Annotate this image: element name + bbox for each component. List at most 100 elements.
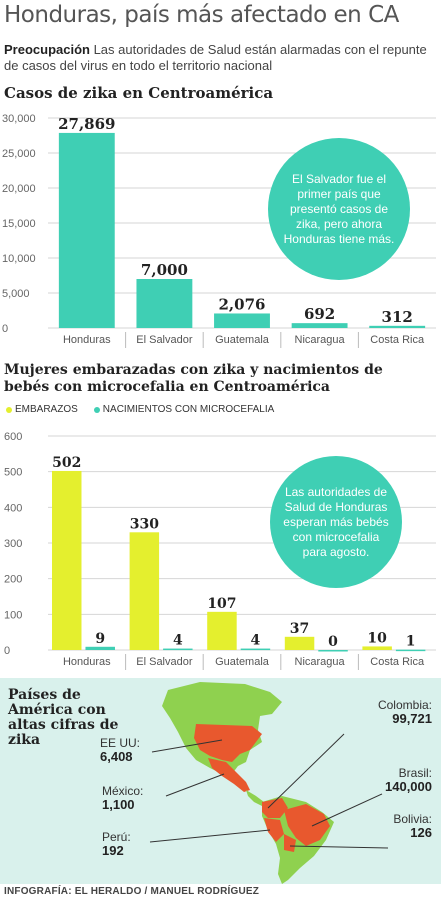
map-label-colombia: Colombia: 99,721 bbox=[352, 698, 432, 726]
chart1-value-label: 692 bbox=[304, 305, 335, 323]
map-label-bolivia-value: 126 bbox=[410, 825, 432, 840]
chart1-category-label: Nicaragua bbox=[295, 334, 346, 346]
leader-line-colombia bbox=[267, 733, 345, 809]
chart2-value-label: 4 bbox=[173, 633, 183, 649]
chart2-ytick-label: 400 bbox=[4, 502, 22, 514]
chart1-ytick-label: 5,000 bbox=[2, 288, 30, 300]
map-label-eeuu: EE UU: 6,408 bbox=[100, 736, 140, 764]
chart1-category-label: Costa Rica bbox=[370, 334, 425, 346]
legend-label-microcefalia: NACIMIENTOS CON MICROCEFALIA bbox=[102, 404, 275, 415]
chart2-title: Mujeres embarazadas con zika y nacimient… bbox=[4, 362, 383, 395]
legend-item-microcefalia: NACIMIENTOS CON MICROCEFALIA bbox=[93, 404, 275, 415]
chart2-ytick-label: 300 bbox=[4, 538, 22, 550]
leader-line-peru bbox=[149, 829, 271, 843]
chart1-ytick-label: 15,000 bbox=[2, 218, 36, 230]
peru-shape bbox=[264, 818, 284, 842]
chart2-category-label: Honduras bbox=[63, 656, 111, 668]
chart2-ytick-label: 0 bbox=[4, 645, 10, 657]
colombia-shape bbox=[262, 798, 288, 818]
chart1-value-label: 7,000 bbox=[141, 261, 188, 279]
legend-label-embarazos: EMBARAZOS bbox=[15, 404, 78, 415]
mexico-shape bbox=[208, 758, 250, 792]
leader-line-bolivia bbox=[289, 845, 389, 849]
chart1-ytick-label: 10,000 bbox=[2, 253, 36, 265]
chart2-category-label: Nicaragua bbox=[295, 656, 346, 668]
chart2-annotation-bubble: Las autoridades de Salud de Honduras esp… bbox=[270, 456, 402, 588]
chart2-category-label: El Salvador bbox=[136, 656, 193, 668]
map-label-colombia-name: Colombia: bbox=[377, 698, 432, 712]
chart2-category-label: Costa Rica bbox=[370, 656, 425, 668]
map-label-brasil-name: Brasil: bbox=[398, 766, 432, 780]
chart2-bar-nacimientos-con-microcefalia-costa-rica bbox=[395, 649, 426, 652]
chart1-value-label: 2,076 bbox=[219, 295, 266, 313]
chart1-value-label: 312 bbox=[382, 308, 413, 326]
chart2-bar-embarazos-costa-rica bbox=[362, 646, 392, 650]
chart2-bar-embarazos-nicaragua bbox=[284, 636, 315, 650]
chart2-value-label: 37 bbox=[290, 621, 309, 637]
map-label-mexico: México: 1,100 bbox=[102, 784, 143, 812]
chart1-bar-guatemala bbox=[214, 313, 270, 328]
map-label-bolivia-name: Bolivia: bbox=[393, 812, 432, 826]
map-label-eeuu-name: EE UU: bbox=[100, 736, 141, 750]
chart1-bar-honduras bbox=[58, 132, 115, 328]
chart1-ytick-label: 25,000 bbox=[2, 148, 36, 160]
chart1-category-label: Guatemala bbox=[215, 334, 270, 346]
legend-swatch-microcefalia bbox=[93, 406, 100, 413]
chart1-ytick-label: 0 bbox=[2, 323, 8, 335]
chart2-bar-nacimientos-con-microcefalia-guatemala bbox=[240, 648, 271, 651]
usa-shape bbox=[194, 724, 262, 762]
chart2-bar-embarazos-honduras bbox=[52, 470, 82, 650]
americas-map bbox=[149, 682, 389, 884]
chart2-value-label: 9 bbox=[95, 631, 105, 647]
chart2-value-label: 330 bbox=[130, 516, 159, 532]
credit: INFOGRAFÍA: EL HERALDO / MANUEL RODRÍGUE… bbox=[4, 886, 260, 897]
chart1-ytick-label: 30,000 bbox=[2, 113, 36, 125]
chart2-value-label: 10 bbox=[367, 630, 387, 646]
chart2-ytick-label: 100 bbox=[4, 609, 22, 621]
bolivia-shape bbox=[284, 834, 296, 852]
leader-line-brasil bbox=[311, 793, 383, 827]
leader-line-eeuu bbox=[151, 739, 223, 753]
chart2-category-label: Guatemala bbox=[215, 656, 270, 668]
map-label-mexico-name: México: bbox=[102, 784, 144, 798]
map-label-bolivia: Bolivia: 126 bbox=[352, 812, 432, 840]
chart2-legend: EMBARAZOS NACIMIENTOS CON MICROCEFALIA bbox=[6, 404, 274, 415]
chart1-category-label: El Salvador bbox=[136, 334, 193, 346]
intro-body: Las autoridades de Salud están alarmadas… bbox=[4, 42, 427, 73]
map-label-brasil-value: 140,000 bbox=[385, 779, 432, 794]
central-america-shape bbox=[246, 790, 264, 806]
map-label-peru-value: 192 bbox=[102, 843, 124, 858]
map-label-colombia-value: 99,721 bbox=[392, 711, 432, 726]
headline: Honduras, país más afectado en CA bbox=[4, 2, 399, 28]
chart1-annotation-bubble: El Salvador fue el primer país que prese… bbox=[268, 138, 410, 280]
chart2-value-label: 502 bbox=[52, 455, 81, 471]
chart2-ytick-label: 600 bbox=[4, 431, 22, 443]
chart2-bar-nacimientos-con-microcefalia-nicaragua bbox=[318, 650, 348, 652]
chart1-bar-el-salvador bbox=[136, 279, 193, 328]
map-label-peru: Perú: 192 bbox=[102, 830, 131, 858]
leader-line-mexico bbox=[165, 773, 225, 797]
chart2-bar-embarazos-el-salvador bbox=[129, 532, 160, 650]
chart1-title: Casos de zika en Centroamérica bbox=[4, 84, 274, 102]
chart2-bar-nacimientos-con-microcefalia-honduras bbox=[85, 646, 115, 650]
chart2-bar-nacimientos-con-microcefalia-el-salvador bbox=[163, 648, 193, 651]
chart2-bar-embarazos-guatemala bbox=[207, 611, 237, 650]
map-label-eeuu-value: 6,408 bbox=[100, 749, 133, 764]
chart2-ytick-label: 500 bbox=[4, 467, 22, 479]
intro-lead: Preocupación bbox=[4, 42, 90, 57]
chart1-bar-costa-rica bbox=[369, 325, 426, 328]
chart2-ytick-label: 200 bbox=[4, 574, 22, 586]
chart1-bar-nicaragua bbox=[291, 323, 348, 328]
chart1-ytick-label: 20,000 bbox=[2, 183, 36, 195]
map-label-peru-name: Perú: bbox=[102, 830, 131, 844]
map-label-brasil: Brasil: 140,000 bbox=[352, 766, 432, 794]
chart1-category-label: Honduras bbox=[63, 334, 111, 346]
intro-text: Preocupación Las autoridades de Salud es… bbox=[4, 42, 438, 74]
brasil-shape bbox=[284, 804, 330, 846]
chart2-value-label: 0 bbox=[328, 634, 338, 650]
map-title: Países de América con altas cifras de zi… bbox=[8, 687, 119, 748]
legend-swatch-embarazos bbox=[6, 406, 12, 413]
chart2-value-label: 4 bbox=[251, 633, 261, 649]
chart2-value-label: 1 bbox=[406, 634, 416, 650]
